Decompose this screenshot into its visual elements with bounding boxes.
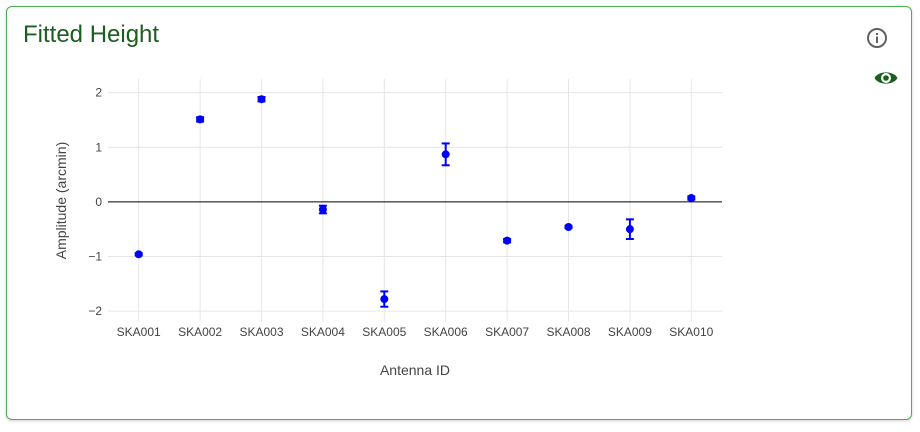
data-point <box>687 194 696 203</box>
y-tick-label: 1 <box>95 140 102 154</box>
info-icon[interactable] <box>865 26 889 50</box>
x-axis-title: Antenna ID <box>380 362 450 378</box>
data-point <box>564 222 573 231</box>
x-tick-label: SKA001 <box>117 325 161 339</box>
y-tick-label: 2 <box>95 86 102 100</box>
data-point <box>625 225 634 234</box>
data-point <box>134 250 143 259</box>
y-axis-title: Amplitude (arcmin) <box>53 142 69 259</box>
fitted-height-panel: Fitted Height <box>6 6 912 420</box>
y-tick-label: −2 <box>88 304 102 318</box>
data-point <box>257 95 266 104</box>
panel-title: Fitted Height <box>23 21 160 48</box>
x-tick-label: SKA010 <box>669 325 713 339</box>
y-tick-label: 0 <box>95 195 102 209</box>
data-point <box>503 236 512 245</box>
x-tick-label: SKA007 <box>485 325 529 339</box>
x-tick-label: SKA003 <box>239 325 283 339</box>
data-point <box>196 115 205 124</box>
y-tick-label: −1 <box>88 249 102 263</box>
x-tick-label: SKA005 <box>362 325 406 339</box>
data-point <box>380 295 389 304</box>
x-tick-label: SKA009 <box>608 325 652 339</box>
x-tick-label: SKA006 <box>424 325 468 339</box>
data-point <box>318 205 327 214</box>
x-tick-label: SKA004 <box>301 325 345 339</box>
eye-icon[interactable] <box>873 67 899 89</box>
x-tick-label: SKA002 <box>178 325 222 339</box>
data-point <box>441 150 450 159</box>
x-tick-label: SKA008 <box>546 325 590 339</box>
